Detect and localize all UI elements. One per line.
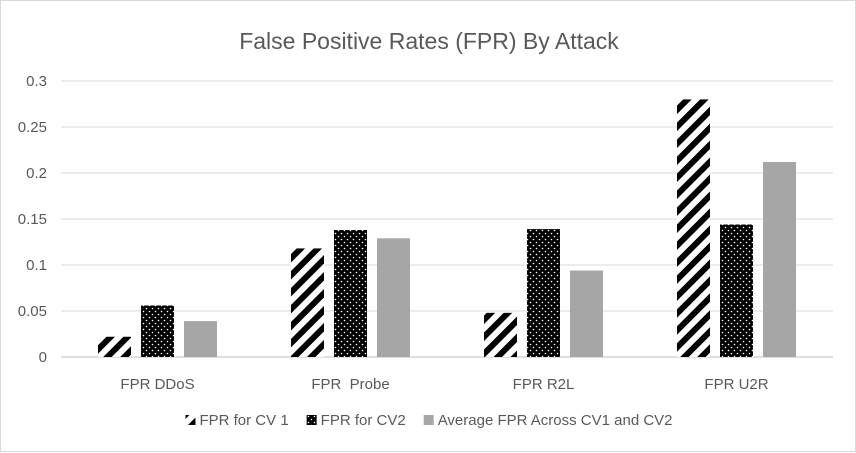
bar-1-1	[98, 336, 131, 357]
chart-title: False Positive Rates (FPR) By Attack	[239, 28, 619, 54]
bars	[98, 99, 796, 358]
y-tick-label: 0.05	[18, 303, 47, 320]
bar-3-2	[377, 238, 410, 357]
legend-label: Average FPR Across CV1 and CV2	[438, 412, 673, 429]
legend-item-1: FPR for CV 1	[185, 412, 289, 429]
x-tick-label: FPR DDoS	[120, 376, 194, 393]
legend-label: FPR for CV 1	[199, 412, 288, 429]
bar-2-1	[141, 305, 174, 357]
bar-3-4	[763, 161, 796, 357]
legend-swatch	[423, 415, 434, 425]
y-tick-label: 0.1	[26, 257, 47, 274]
legend-item-3: Average FPR Across CV1 and CV2	[423, 412, 673, 429]
legend-item-2: FPR for CV2	[306, 412, 406, 429]
bar-1-3	[484, 312, 517, 357]
y-tick-label: 0	[39, 349, 47, 366]
legend: FPR for CV 1 FPR for CV2 Average FPR Acros…	[185, 412, 673, 429]
y-tick-label: 0.2	[26, 165, 47, 182]
bar-2-3	[527, 229, 560, 357]
legend-swatch	[306, 415, 317, 425]
legend-label: FPR for CV2	[321, 412, 406, 429]
legend-swatch	[185, 415, 196, 425]
bar-1-4	[677, 99, 710, 358]
x-tick-label: FPR Probe	[311, 376, 389, 393]
bar-2-2	[334, 230, 367, 357]
x-axis: FPR DDoS FPR Probe FPR R2L FPR U2R	[120, 376, 768, 393]
y-tick-label: 0.3	[26, 73, 47, 90]
bar-1-2	[291, 248, 324, 357]
bar-3-1	[184, 321, 217, 357]
y-tick-label: 0.15	[18, 211, 47, 228]
y-axis: 0 0.05 0.1 0.15 0.2 0.25 0.3	[18, 73, 47, 366]
gridlines	[61, 80, 833, 358]
bar-3-3	[570, 270, 603, 357]
x-tick-label: FPR R2L	[513, 376, 575, 393]
y-tick-label: 0.25	[18, 119, 47, 136]
x-tick-label: FPR U2R	[704, 376, 768, 393]
bar-2-4	[720, 224, 753, 357]
